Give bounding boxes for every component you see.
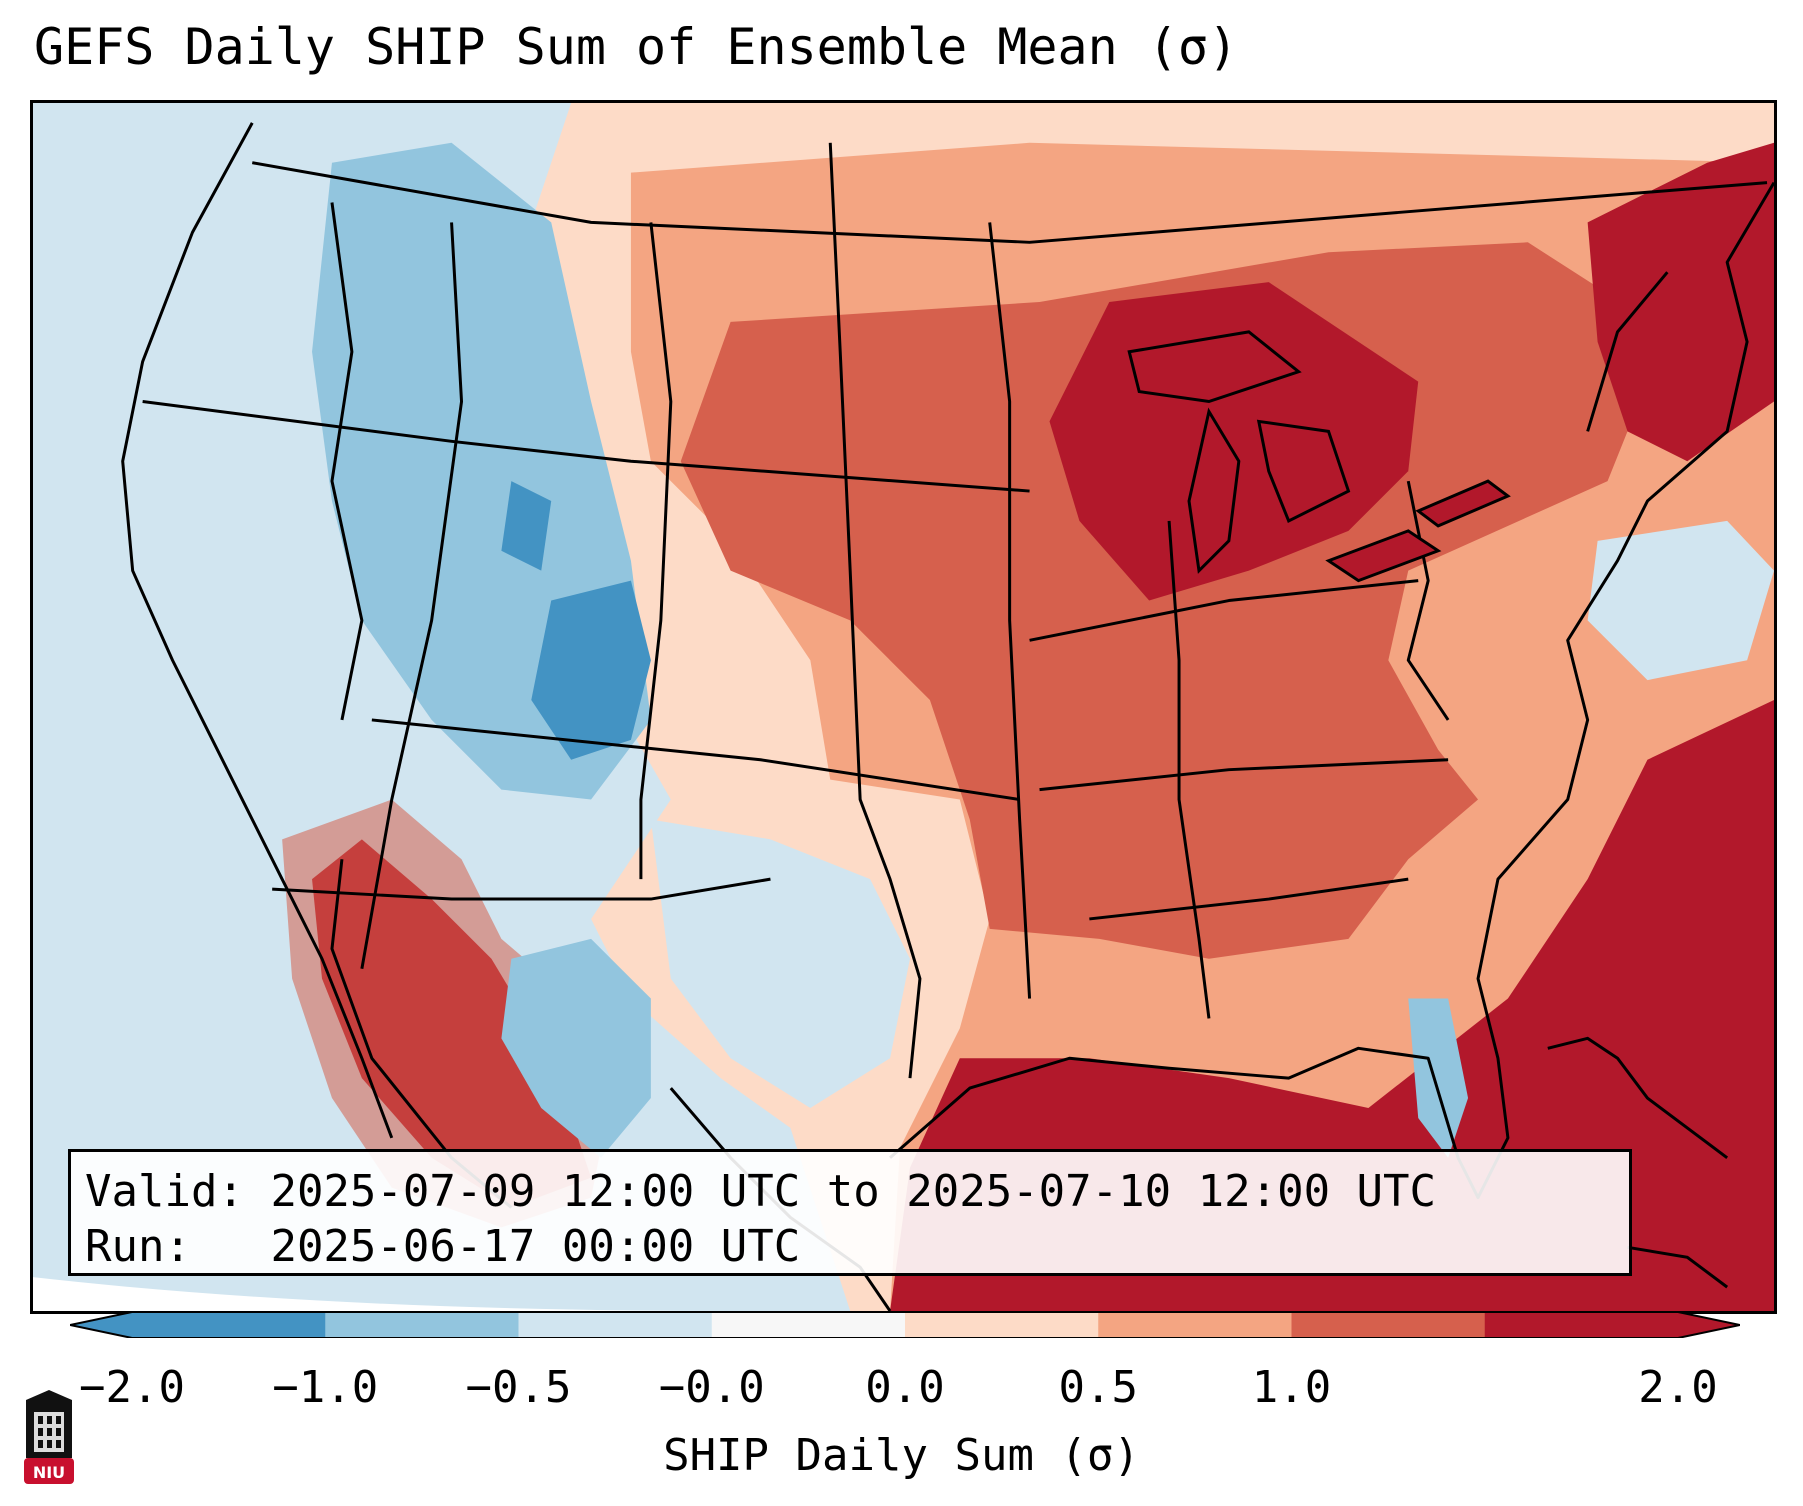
colorbar-swatches xyxy=(70,1312,1740,1338)
colorbar-tick-label: −1.0 xyxy=(272,1362,379,1413)
colorbar-swatch xyxy=(1098,1312,1292,1338)
niu-logo: NIU xyxy=(20,1390,78,1486)
colorbar-tick-label: 0.0 xyxy=(865,1362,945,1413)
colorbar xyxy=(70,1312,1740,1338)
map-panel xyxy=(30,100,1777,1314)
map-title: GEFS Daily SHIP Sum of Ensemble Mean (σ) xyxy=(34,18,1239,76)
colorbar-swatch xyxy=(325,1312,519,1338)
colorbar-swatch xyxy=(1291,1312,1486,1338)
colorbar-tick-label: 0.5 xyxy=(1058,1362,1138,1413)
colorbar-swatch xyxy=(518,1312,713,1338)
colorbar-swatch xyxy=(1484,1312,1679,1338)
run-row: Run: 2025-06-17 00:00 UTC xyxy=(85,1219,1629,1274)
run-value: 2025-06-17 00:00 UTC xyxy=(270,1221,801,1272)
colorbar-extend-high xyxy=(1678,1312,1740,1338)
colorbar-tick-label: −0.0 xyxy=(658,1362,765,1413)
valid-row: Valid: 2025-07-09 12:00 UTC to 2025-07-1… xyxy=(85,1164,1629,1219)
colorbar-tick-label: −0.5 xyxy=(465,1362,572,1413)
colorbar-extend-low xyxy=(70,1312,132,1338)
colorbar-swatch xyxy=(905,1312,1099,1338)
valid-value: 2025-07-09 12:00 UTC to 2025-07-10 12:00… xyxy=(270,1166,1437,1217)
colorbar-tick-label: −2.0 xyxy=(79,1362,185,1413)
svg-text:NIU: NIU xyxy=(33,1463,65,1482)
colorbar-swatch xyxy=(132,1312,326,1338)
valid-label: Valid: xyxy=(85,1166,244,1217)
colorbar-tick-label: 1.0 xyxy=(1251,1362,1332,1413)
colorbar-tick-label: 2.0 xyxy=(1638,1362,1718,1413)
valid-run-info-box: Valid: 2025-07-09 12:00 UTC to 2025-07-1… xyxy=(68,1149,1632,1276)
colorbar-label: SHIP Daily Sum (σ) xyxy=(663,1430,1140,1481)
run-label: Run: xyxy=(85,1221,191,1272)
colorbar-swatch xyxy=(711,1312,906,1338)
ship-anomaly-map xyxy=(33,103,1774,1311)
